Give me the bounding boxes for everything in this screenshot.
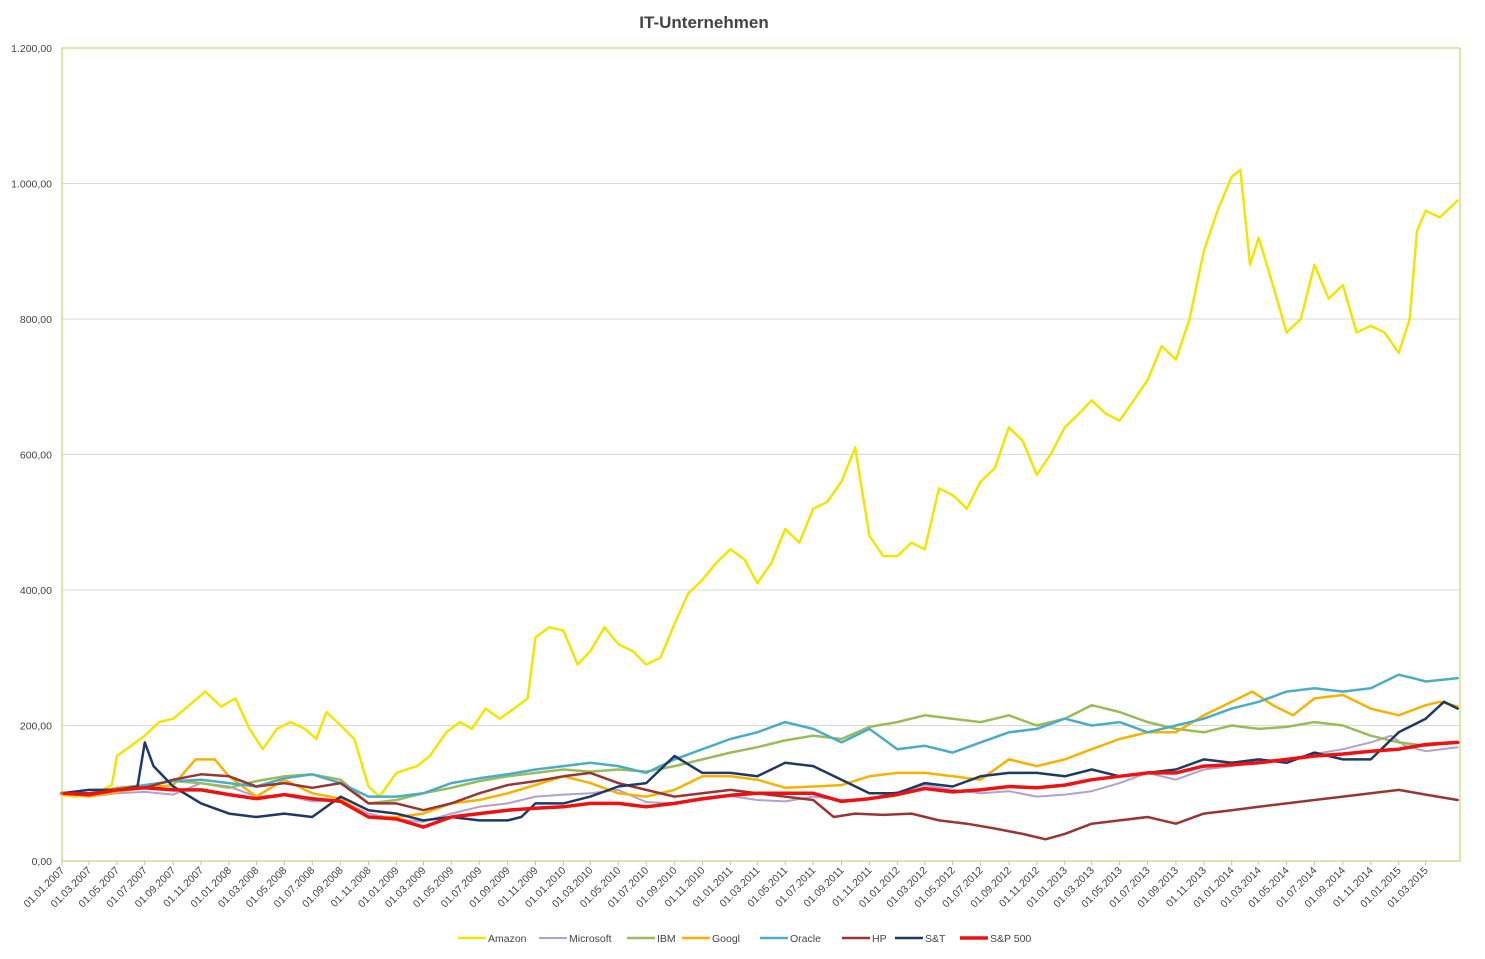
series-line-ibm [60, 703, 1459, 805]
y-tick-label: 200,00 [20, 721, 52, 733]
series-line-amazon [60, 168, 1459, 798]
legend-label: HP [872, 933, 887, 945]
legend-label: Oracle [790, 933, 821, 945]
y-tick-label: 1.000,00 [11, 179, 52, 191]
series-line-s-p-500 [60, 740, 1460, 829]
legend-label: Microsoft [569, 933, 612, 945]
legend-label: S&T [925, 933, 946, 945]
x-axis-ticks: 01.01.200701.03.200701.05.200701.07.2007… [21, 861, 1431, 910]
series-line-s-t [60, 700, 1459, 822]
y-tick-label: 800,00 [20, 314, 52, 326]
y-tick-label: 1.200,00 [11, 43, 52, 55]
legend: Amazon Microsoft IBM Googl Oracle HP S&T S&P 50… [458, 933, 1031, 945]
y-axis-ticks: 0,00 200,00 400,00 600,00 800,00 1.000,00 1.20… [11, 43, 52, 868]
y-tick-label: 0,00 [32, 856, 53, 868]
legend-label: Amazon [488, 933, 527, 945]
plot-area-border [61, 47, 1461, 862]
y-tick-label: 600,00 [20, 450, 52, 462]
legend-label: IBM [657, 933, 676, 945]
y-tick-label: 400,00 [20, 585, 52, 597]
series-line-oracle [60, 673, 1459, 798]
series-group [60, 168, 1460, 841]
legend-label: Googl [712, 933, 740, 945]
chart-title: IT-Unternehmen [639, 13, 768, 32]
legend-label: S&P 500 [990, 933, 1031, 945]
